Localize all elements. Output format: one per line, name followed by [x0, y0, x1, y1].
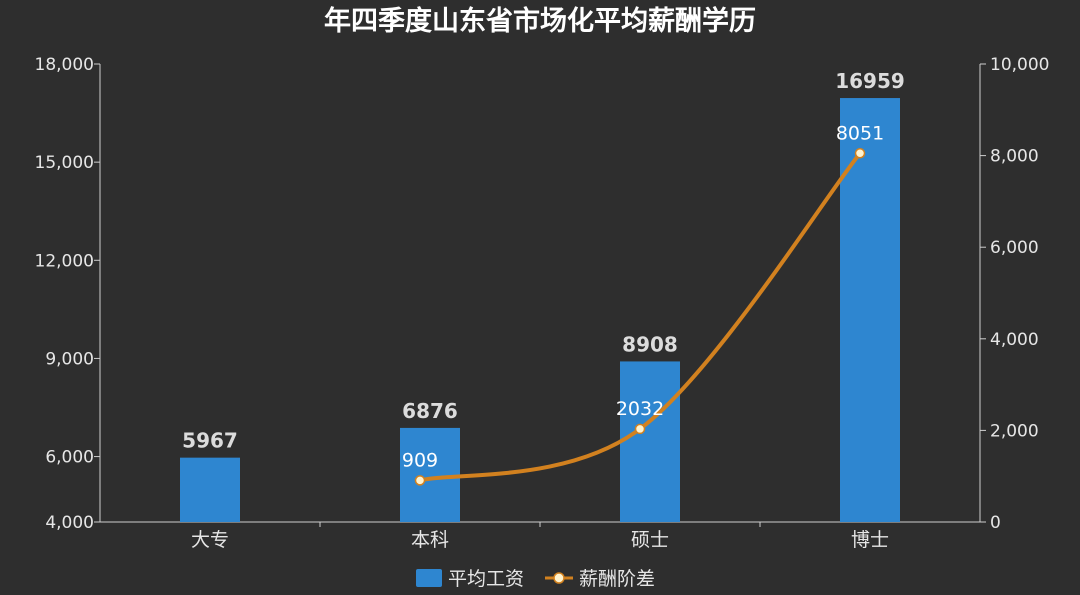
right-axis-tick-label: 0: [990, 513, 1001, 533]
line-point: [634, 423, 646, 435]
line-point: [854, 148, 866, 159]
right-axis-tick-label: 2,000: [990, 421, 1039, 441]
left-axis-tick-label: 6,000: [45, 448, 94, 468]
right-axis-tick-label: 8,000: [990, 147, 1039, 167]
bar-value-label: 5967: [182, 429, 238, 453]
bar-value-label: 6876: [402, 399, 458, 423]
x-axis-category-label: 硕士: [631, 529, 669, 551]
line-value-label: 909: [402, 449, 438, 471]
x-axis-category-label: 大专: [191, 529, 229, 551]
line-series: [414, 148, 866, 486]
x-axis-category-label: 博士: [851, 529, 889, 551]
x-axis-category-label: 本科: [411, 529, 449, 551]
line-value-label: 2032: [616, 398, 664, 420]
line-point: [414, 475, 426, 486]
chart-title: 年四季度山东省市场化平均薪酬学历: [324, 5, 756, 37]
left-axis-tick-label: 12,000: [35, 251, 94, 271]
bar: [620, 361, 680, 522]
left-axis-tick-label: 15,000: [35, 153, 94, 173]
bar: [180, 457, 240, 522]
right-axis-tick-label: 6,000: [990, 238, 1039, 258]
line-value-label: 8051: [836, 122, 884, 144]
bar-series: [180, 98, 900, 522]
legend-label-line: 薪酬阶差: [579, 568, 655, 590]
right-axis-tick-label: 4,000: [990, 330, 1039, 350]
left-axis-tick-label: 9,000: [45, 349, 94, 369]
bar-value-label: 16959: [835, 69, 905, 93]
legend-swatch-point: [553, 572, 565, 584]
left-axis-tick-label: 4,000: [45, 513, 94, 533]
bar: [840, 98, 900, 522]
bar: [400, 427, 460, 522]
legend-swatch-bar: [416, 569, 442, 587]
axes: 4,000 6,000 9,000 12,000 15,000 18,000 0 2,000 4…: [35, 55, 1050, 551]
right-axis-tick-label: 10,000: [990, 55, 1049, 75]
data-labels: 5967 6876 8908 16959 909 2032 8051: [182, 69, 905, 471]
bar-value-label: 8908: [622, 332, 678, 356]
left-axis-tick-label: 18,000: [35, 55, 94, 75]
legend[interactable]: 平均工资 薪酬阶差: [416, 568, 655, 590]
line-path: [418, 151, 862, 483]
legend-label-bar: 平均工资: [448, 568, 524, 590]
